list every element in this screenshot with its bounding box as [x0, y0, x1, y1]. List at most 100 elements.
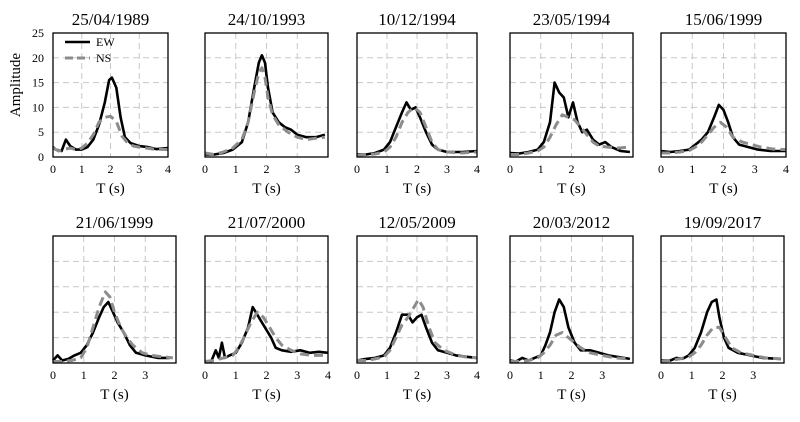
x-tick-label: 0 — [354, 162, 360, 176]
x-axis-label: T (s) — [96, 181, 124, 197]
x-tick-label: 1 — [538, 162, 544, 176]
y-axis-label: Amplitude — [8, 53, 24, 118]
plot-frame — [356, 32, 478, 158]
x-tick-label: 2 — [264, 162, 270, 176]
chart-title: 12/05/2009 — [378, 213, 455, 232]
x-tick-label: 2 — [414, 162, 420, 176]
x-tick-label: 1 — [384, 162, 390, 176]
plot-frame — [204, 235, 329, 364]
series-line-ns — [510, 331, 630, 363]
series-line-ew — [205, 54, 326, 156]
x-tick-label: 1 — [689, 162, 695, 176]
chart-title: 19/09/2017 — [684, 213, 762, 232]
x-tick-label: 2 — [264, 368, 270, 382]
chart-title: 25/04/1989 — [72, 10, 149, 29]
x-tick-label: 1 — [384, 368, 390, 382]
x-tick-label: 3 — [752, 162, 758, 176]
x-tick-label: 0 — [202, 368, 208, 382]
x-tick-label: 3 — [294, 368, 300, 382]
plot-frame — [660, 235, 785, 364]
x-tick-label: 3 — [599, 368, 605, 382]
chart-panel: 10/12/1994 0 1 2 3 4 T (s) — [354, 10, 480, 197]
chart-title: 10/12/1994 — [378, 10, 456, 29]
x-tick-label: 0 — [50, 368, 56, 382]
chart-panel: 19/09/2017 0 1 2 3 T (s) — [658, 213, 785, 403]
chart-panel: 12/05/2009 0 1 2 3 4 T (s) — [354, 213, 480, 403]
plot-frame — [52, 32, 169, 158]
x-tick-label: 3 — [294, 162, 300, 176]
chart-title: 24/10/1993 — [228, 10, 305, 29]
x-tick-label: 0 — [354, 368, 360, 382]
chart-panel: 15/06/1999 0 1 2 3 4 T (s) — [658, 10, 789, 197]
x-tick-label: 2 — [721, 162, 727, 176]
legend-label-ns: NS — [96, 51, 111, 65]
x-tick-label: 3 — [444, 162, 450, 176]
chart-title: 15/06/1999 — [685, 10, 762, 29]
x-axis-label: T (s) — [252, 387, 280, 403]
x-tick-label: 3 — [444, 368, 450, 382]
series-line-ns — [52, 114, 169, 153]
series-line-ns — [53, 290, 174, 363]
series-line-ns — [356, 105, 478, 157]
chart-title: 21/06/1999 — [76, 213, 153, 232]
series-line-ns — [661, 120, 787, 155]
chart-panel: 20/03/2012 0 1 2 3 T (s) — [507, 213, 634, 403]
x-axis-label: T (s) — [557, 181, 585, 197]
x-tick-label: 4 — [474, 162, 480, 176]
x-tick-label: 0 — [658, 162, 664, 176]
series-line-ew — [205, 305, 329, 363]
x-tick-label: 1 — [81, 368, 87, 382]
y-tick-label: 10 — [32, 100, 44, 114]
chart-panel: 25/04/1989 0 1 2 3 4 T (s) 0 5 10 15 20 25 EW NS — [32, 10, 171, 197]
chart-title: 23/05/1994 — [533, 10, 611, 29]
x-tick-label: 3 — [599, 162, 605, 176]
series-line-ew — [509, 81, 631, 155]
x-tick-label: 2 — [414, 368, 420, 382]
plot-frame — [356, 235, 478, 364]
x-tick-label: 1 — [79, 162, 85, 176]
x-tick-label: 3 — [136, 162, 142, 176]
plot-frame — [509, 32, 634, 158]
chart-title: 20/03/2012 — [533, 213, 610, 232]
x-axis-label: T (s) — [557, 387, 585, 403]
x-tick-label: 0 — [507, 162, 513, 176]
chart-panel: 24/10/1993 0 1 2 3 T (s) — [202, 10, 329, 197]
x-tick-label: 4 — [325, 368, 331, 382]
x-tick-label: 4 — [474, 368, 480, 382]
chart-panel: 21/07/2000 0 1 2 3 4 T (s) — [202, 213, 331, 403]
x-tick-label: 0 — [202, 162, 208, 176]
x-tick-label: 1 — [233, 368, 239, 382]
series-line-ns — [660, 325, 781, 363]
y-tick-label: 20 — [32, 51, 44, 65]
y-tick-label: 5 — [38, 125, 44, 139]
plot-frame — [660, 32, 787, 158]
x-tick-label: 4 — [165, 162, 171, 176]
series-line-ew — [660, 103, 786, 154]
plot-frame — [204, 32, 329, 158]
series-line-ns — [357, 298, 478, 362]
x-tick-label: 2 — [108, 162, 114, 176]
x-tick-label: 1 — [538, 368, 544, 382]
plot-frame — [509, 235, 634, 364]
x-tick-label: 0 — [50, 162, 56, 176]
y-tick-label: 25 — [32, 26, 44, 40]
x-tick-label: 3 — [142, 368, 148, 382]
x-axis-label: T (s) — [709, 181, 737, 197]
chart-panel: 21/06/1999 0 1 2 3 T (s) — [50, 213, 177, 403]
x-tick-label: 0 — [507, 368, 513, 382]
x-axis-label: T (s) — [403, 181, 431, 197]
x-axis-label: T (s) — [708, 387, 736, 403]
x-tick-label: 4 — [783, 162, 789, 176]
series-line-ew — [52, 300, 170, 362]
legend-label-ew: EW — [96, 35, 115, 49]
x-tick-label: 1 — [689, 368, 695, 382]
x-tick-label: 3 — [750, 368, 756, 382]
x-tick-label: 2 — [112, 368, 118, 382]
x-axis-label: T (s) — [252, 181, 280, 197]
series-line-ns — [204, 66, 326, 156]
x-axis-label: T (s) — [403, 387, 431, 403]
x-tick-label: 2 — [569, 162, 575, 176]
plot-frame — [52, 235, 177, 364]
